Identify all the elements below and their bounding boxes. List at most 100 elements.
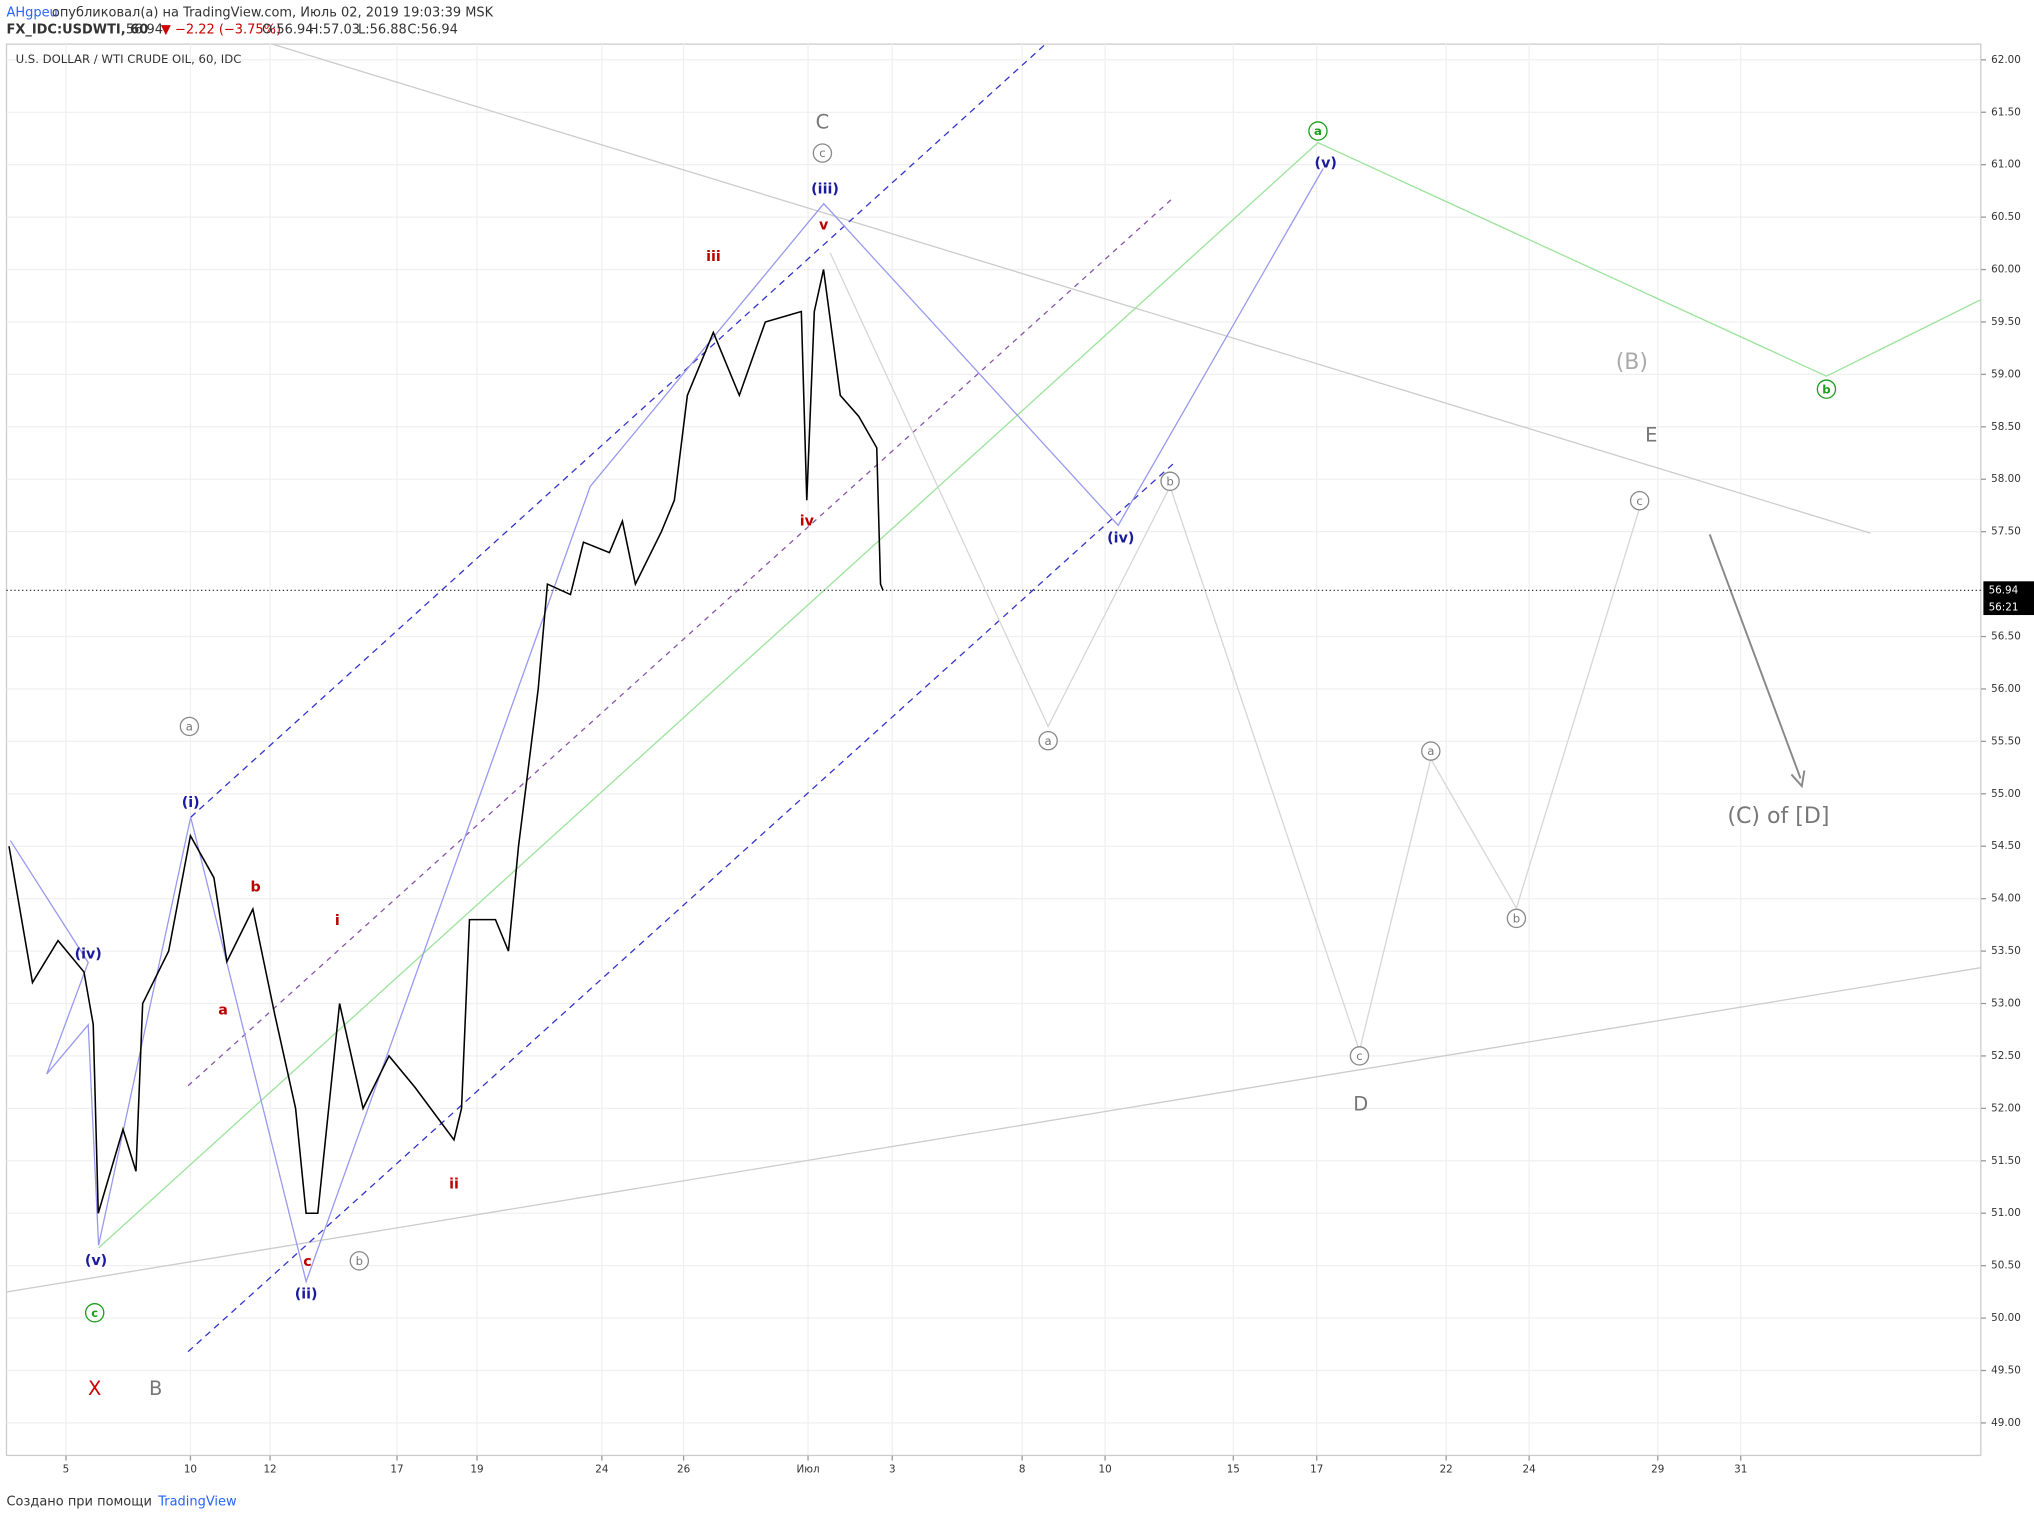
x-tick-label: 31 <box>1734 1464 1747 1476</box>
label: B <box>149 1377 162 1400</box>
red-labels: i ii iii iv v a b c <box>218 218 829 1270</box>
y-tick-label: 57.50 <box>1991 526 2021 538</box>
y-tick-label: 50.00 <box>1991 1312 2021 1324</box>
symbol: FX_IDC:USDWTI, 60 <box>6 22 148 37</box>
high: H:57.03 <box>309 22 360 37</box>
y-tick-label: 53.50 <box>1991 945 2021 957</box>
x-tick-label: 17 <box>390 1464 403 1476</box>
green-path <box>98 141 1982 1249</box>
label-circle <box>1816 379 1837 399</box>
label: (iii) <box>811 181 839 197</box>
x-tick-label: 24 <box>1523 1464 1537 1476</box>
y-tick-label: 56.50 <box>1991 631 2021 643</box>
x-tick-label: 19 <box>470 1464 483 1476</box>
label: a <box>1045 734 1052 748</box>
circled-label: a <box>1421 741 1441 761</box>
label: E <box>1645 423 1657 446</box>
circled-label: c <box>1629 490 1650 511</box>
label: c <box>91 1306 98 1320</box>
label-circle <box>812 143 833 163</box>
x-tick-label: 8 <box>1019 1464 1026 1476</box>
label: (iv) <box>1107 530 1134 546</box>
y-tick-label: 61.00 <box>1991 159 2021 171</box>
circled-label: c <box>84 1303 105 1323</box>
y-tick-label: 59.50 <box>1991 316 2021 328</box>
symbol-line: FX_IDC:USDWTI, 60 56.94 ▼ −2.22 (−3.75%)… <box>6 22 457 37</box>
wave-path <box>9 168 1324 1284</box>
circled-label: a <box>1038 730 1058 751</box>
plot-frame <box>5 43 1982 1457</box>
low: L:56.88 <box>358 22 407 37</box>
label: D <box>1353 1093 1368 1116</box>
label-circle <box>1349 1046 1370 1066</box>
channel-upper <box>190 43 1046 818</box>
label: C <box>816 111 830 134</box>
blue-labels: (i) (ii) (iii) (iv) (v) (iv) (v) <box>75 155 1337 1302</box>
label: (v) <box>1315 155 1337 171</box>
projection-path <box>829 252 1643 1054</box>
annotations: X B C (B) E D (C) of [D] <box>88 111 1829 1400</box>
y-tick-label: 53.00 <box>1991 998 2021 1010</box>
circled-label: a <box>179 716 200 737</box>
circled-label: c <box>812 143 833 163</box>
label: iv <box>800 513 815 529</box>
label: (C) of [D] <box>1727 804 1829 829</box>
label: (i) <box>182 795 200 811</box>
arrow <box>1708 534 1802 779</box>
circled-label: b <box>1506 908 1527 929</box>
x-tick-label: 3 <box>889 1464 896 1476</box>
x-tick-label: 5 <box>63 1464 70 1476</box>
last: 56.94 <box>126 22 163 37</box>
y-tick-label: 49.50 <box>1991 1365 2021 1377</box>
circled-labels: a c b a b c a b c a c b <box>84 121 1837 1323</box>
change: ▼ −2.22 (−3.75%) <box>161 22 281 37</box>
label-circle <box>1421 741 1441 761</box>
published: опубликовал(а) на TradingView.com, Июль … <box>52 5 494 20</box>
y-tick-label: 58.00 <box>1991 473 2021 485</box>
x-tick-label: 12 <box>263 1464 276 1476</box>
label: (ii) <box>295 1287 318 1303</box>
y-tick-label: 59.00 <box>1991 368 2021 380</box>
arrow-head <box>1790 770 1806 789</box>
label: (B) <box>1616 350 1648 375</box>
label: iii <box>706 249 721 265</box>
label: i <box>335 913 340 929</box>
channel-mid <box>187 196 1175 1087</box>
x-tick-label: Июл <box>796 1464 819 1476</box>
label-circle <box>1506 908 1527 929</box>
y-tick-label: 58.50 <box>1991 421 2021 433</box>
label-circle <box>1308 121 1328 141</box>
y-tick-label: 54.00 <box>1991 893 2021 905</box>
label-circle <box>179 716 200 737</box>
label: v <box>819 218 829 234</box>
y-tick-label: 50.50 <box>1991 1260 2021 1272</box>
label: c <box>303 1254 311 1270</box>
x-tick-label: 22 <box>1440 1464 1453 1476</box>
label-circle <box>1629 490 1650 511</box>
drawings <box>6 43 1982 1353</box>
circled-label: b <box>1816 379 1837 399</box>
label-circle <box>84 1303 105 1323</box>
x-tick-label: 17 <box>1310 1464 1323 1476</box>
author[interactable]: AHgpeu <box>6 5 57 20</box>
label: a <box>1427 744 1434 758</box>
close: C:56.94 <box>407 22 458 37</box>
triangle-lower <box>6 967 1981 1293</box>
label: a <box>1314 124 1322 138</box>
circled-label: a <box>1308 121 1328 141</box>
label: X <box>88 1377 101 1400</box>
footer-brand[interactable]: TradingView <box>157 1495 237 1510</box>
label: (v) <box>85 1253 107 1269</box>
label: (iv) <box>75 947 102 963</box>
label-circle <box>1038 730 1058 751</box>
y-tick-label: 56.00 <box>1991 683 2021 695</box>
last-price-tag <box>1983 581 2034 616</box>
label: c <box>1636 494 1642 508</box>
y-tick-label: 54.50 <box>1991 840 2021 852</box>
last-price-label: 56.94 <box>1989 584 2019 596</box>
label: c <box>819 146 825 160</box>
y-tick-label: 51.50 <box>1991 1155 2021 1167</box>
label: ii <box>449 1176 459 1192</box>
label: b <box>250 879 260 895</box>
y-tick-label: 60.50 <box>1991 211 2021 223</box>
